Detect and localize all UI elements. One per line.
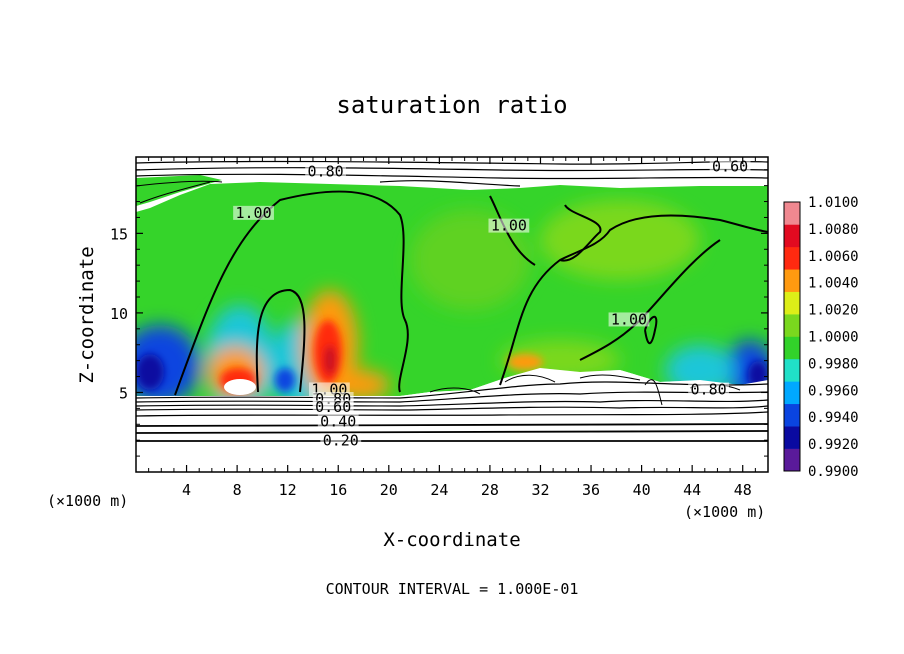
colorbar-label-4: 0.9980 xyxy=(808,356,859,372)
x-tick-label-2: 12 xyxy=(279,481,297,499)
colorbar-swatch-10 xyxy=(784,224,800,248)
colorbar-label-7: 1.0040 xyxy=(808,276,859,292)
colorbar-swatch-8 xyxy=(784,269,800,292)
x-tick-label-6: 28 xyxy=(481,481,499,499)
colorbar-label-5: 1.0000 xyxy=(808,330,859,346)
contour-label-0: 0.80 xyxy=(308,163,344,181)
colorbar-label-1: 0.9920 xyxy=(808,437,859,453)
x-axis-label: X-coordinate xyxy=(383,529,520,551)
contour-label-8: 0.40 xyxy=(320,412,356,430)
x-axis: 4 8 12 16 20 24 28 32 36 40 44 48 xyxy=(148,157,756,499)
colorbar-swatch-4 xyxy=(784,358,800,382)
y-tick-label-0: 5 xyxy=(119,384,128,402)
plot-area xyxy=(136,157,768,472)
lower-dry-layer xyxy=(136,368,768,472)
colorbar-swatch-7 xyxy=(784,291,800,315)
colorbar-label-2: 0.9940 xyxy=(808,410,859,426)
x-tick-label-4: 20 xyxy=(380,481,398,499)
contour-label-bg xyxy=(312,399,354,414)
supersaturation-hole xyxy=(224,379,256,395)
x-tick-label-11: 48 xyxy=(734,481,752,499)
colorbar-label-6: 1.0020 xyxy=(808,303,859,319)
contour-label-bg xyxy=(317,414,359,429)
contour-labels: 0.80 0.601.001.001.001.000.800.600.400.20… xyxy=(233,158,751,449)
x-tick-label-5: 24 xyxy=(430,481,448,499)
x-tick-label-3: 16 xyxy=(329,481,347,499)
contour-lines xyxy=(136,160,768,442)
colorbar-label-8: 1.0060 xyxy=(808,249,859,265)
x-tick-label-9: 40 xyxy=(633,481,651,499)
contour-label-1: 0.60 xyxy=(712,158,748,176)
x-tick-label-7: 32 xyxy=(531,481,549,499)
colorbar-swatch-1 xyxy=(784,426,800,449)
contour-label-bg xyxy=(608,312,650,327)
colorbar-frame xyxy=(783,201,801,472)
colorbar-swatch-3 xyxy=(784,381,800,405)
y-tick-label-2: 15 xyxy=(110,225,128,243)
colorbar-label-0: 0.9900 xyxy=(808,464,859,480)
colorbar-swatch-6 xyxy=(784,314,800,337)
x-tick-label-8: 36 xyxy=(582,481,600,499)
colorbar-label-3: 0.9960 xyxy=(808,383,859,399)
contour-label-bg xyxy=(233,205,274,220)
contour-label-2: 1.00 xyxy=(235,204,271,222)
field-peaks xyxy=(136,320,768,392)
x-tick-label-0: 4 xyxy=(182,481,191,499)
colorbar-label-10: 1.0100 xyxy=(808,195,859,211)
x-tick-label-10: 44 xyxy=(683,481,701,499)
contour-label-bg xyxy=(688,382,729,397)
contour-label-9: 0.20 xyxy=(323,431,359,449)
colorbar-swatch-5 xyxy=(784,336,800,360)
colorbar-swatch-2 xyxy=(784,403,800,427)
colorbar: 0.9900 0.9920 0.9940 0.9960 0.9980 1.0000 1.00… xyxy=(783,195,859,480)
colorbar-swatch-9 xyxy=(784,246,800,270)
contour-label-3: 1.00 xyxy=(491,217,527,235)
contour-label-bg xyxy=(488,218,530,233)
contour-label-4: 1.00 xyxy=(611,310,647,328)
y-tick-label-1: 10 xyxy=(110,305,128,323)
contour-label-7: 0.60 xyxy=(315,398,351,416)
contour-label-bg xyxy=(320,433,362,448)
contour-label-bg xyxy=(305,164,346,179)
contour-label-10: 0.80 xyxy=(691,380,727,398)
y-axis: 5 10 15 xyxy=(110,169,768,457)
contour-label-bg xyxy=(709,159,751,174)
x-unit-right: (×1000 m) xyxy=(684,503,765,521)
colorbar-label-9: 1.0080 xyxy=(808,222,859,238)
colorbar-swatch-11 xyxy=(784,202,800,225)
x-tick-label-1: 8 xyxy=(233,481,242,499)
y-axis-label: Z-coordinate xyxy=(76,246,98,383)
x-unit-left: (×1000 m) xyxy=(47,492,128,510)
contour-interval-note: CONTOUR INTERVAL = 1.000E-01 xyxy=(326,580,579,598)
colorbar-swatch-0 xyxy=(784,448,800,472)
chart-title: saturation ratio xyxy=(336,91,567,119)
